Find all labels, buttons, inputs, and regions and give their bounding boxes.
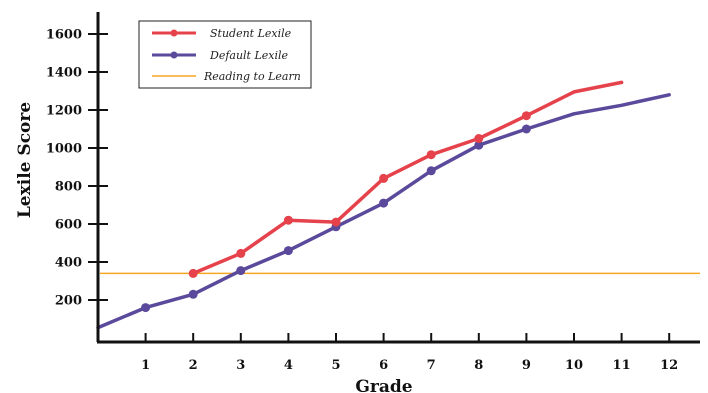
default-lexile-line [96, 93, 671, 330]
default-lexile-point-grade-7 [426, 166, 436, 176]
x-tick-label-12: 12 [660, 358, 678, 373]
legend-label-reading: Reading to Learn [203, 70, 301, 83]
student-lexile-point-grade-2 [188, 268, 198, 278]
y-tick-label-800: 800 [55, 180, 82, 195]
student-lexile-point-grade-8 [474, 134, 484, 143]
chart-axes [96, 12, 700, 344]
default-lexile-point-grade-2 [188, 289, 198, 299]
y-tick-label-1000: 1000 [46, 142, 82, 157]
y-tick-label-400: 400 [55, 256, 82, 271]
default-lexile-point-grade-8 [474, 140, 484, 150]
chart-ticks: 1 2 3 4 5 6 7 8 9 10 11 122004006008001000120014001… [46, 28, 678, 374]
student-lexile-point-grade-3 [236, 248, 246, 258]
legend-marker-default [170, 51, 178, 59]
x-tick-label-9: 9 [522, 358, 531, 373]
x-tick-label-6: 6 [379, 358, 388, 373]
x-tick-label-3: 3 [236, 358, 245, 373]
x-tick-label-8: 8 [474, 358, 483, 373]
x-axis-title: Grade [355, 377, 412, 393]
default-lexile-point-grade-9 [521, 124, 531, 134]
student-lexile-line [191, 80, 624, 276]
y-tick-label-1400: 1400 [46, 66, 82, 81]
student-lexile-point-grade-9 [521, 111, 531, 121]
x-tick-label-5: 5 [331, 358, 340, 373]
x-tick-label-7: 7 [427, 358, 436, 373]
y-tick-label-1200: 1200 [46, 104, 82, 119]
x-tick-label-4: 4 [284, 358, 293, 373]
y-tick-label-200: 200 [55, 294, 82, 309]
default-lexile-point-grade-3 [236, 266, 246, 276]
student-lexile-point-grade-5 [331, 217, 341, 227]
legend-marker-student [170, 29, 178, 37]
y-tick-label-1600: 1600 [46, 28, 82, 43]
default-lexile-point-grade-6 [379, 198, 389, 208]
default-lexile-point-grade-1 [141, 303, 151, 313]
x-tick-label-11: 11 [613, 358, 631, 373]
y-axis-title: Lexile Score [15, 102, 35, 218]
student-lexile-point-grade-4 [283, 215, 293, 225]
y-tick-label-600: 600 [55, 218, 82, 233]
student-lexile-point-grade-7 [426, 150, 436, 160]
legend: Student Lexile Default Lexile Reading to… [138, 20, 312, 89]
legend-label-student: Student Lexile [210, 27, 292, 40]
default-lexile-point-grade-4 [283, 246, 293, 256]
student-lexile-point-grade-6 [379, 173, 389, 183]
x-tick-label-1: 1 [141, 358, 150, 373]
chart-marks [96, 80, 700, 330]
x-tick-label-10: 10 [565, 358, 583, 373]
x-tick-label-2: 2 [189, 358, 198, 373]
legend-label-default: Default Lexile [209, 49, 289, 62]
